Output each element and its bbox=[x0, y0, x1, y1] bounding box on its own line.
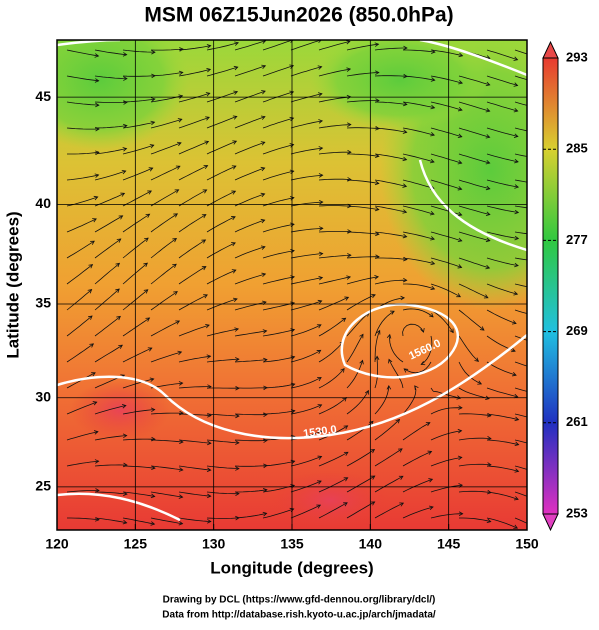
x-tick-label: 125 bbox=[124, 536, 148, 552]
colorbar-tick-label: 253 bbox=[566, 505, 588, 520]
y-axis-label: Latitude (degrees) bbox=[3, 211, 22, 358]
x-axis-label: Longitude (degrees) bbox=[210, 558, 373, 577]
streamline-arrow bbox=[540, 529, 544, 532]
colorbar-tick-label: 261 bbox=[566, 414, 588, 429]
colorbar-tick-label: 269 bbox=[566, 323, 588, 338]
footer-line: Drawing by DCL (https://www.gfd-dennou.o… bbox=[163, 595, 436, 606]
chart-title: MSM 06Z15Jun2026 (850.0hPa) bbox=[144, 4, 453, 27]
x-tick-label: 130 bbox=[202, 536, 226, 552]
x-tick-label: 135 bbox=[280, 536, 304, 552]
colorbar-tick-label: 293 bbox=[566, 49, 588, 64]
x-tick-label: 150 bbox=[515, 536, 539, 552]
x-tick-label: 145 bbox=[437, 536, 461, 552]
y-tick-label: 45 bbox=[35, 88, 51, 104]
colorbar-tick-label: 277 bbox=[566, 232, 588, 247]
footer-line: Data from http://database.rish.kyoto-u.a… bbox=[162, 610, 436, 621]
x-tick-label: 120 bbox=[45, 536, 69, 552]
x-tick-label: 140 bbox=[359, 536, 383, 552]
y-tick-label: 40 bbox=[35, 195, 51, 211]
y-tick-label: 30 bbox=[35, 388, 51, 404]
colorbar bbox=[543, 42, 558, 530]
y-tick-label: 25 bbox=[35, 478, 51, 494]
y-tick-label: 35 bbox=[35, 295, 51, 311]
colorbar-tick-label: 285 bbox=[566, 141, 588, 156]
